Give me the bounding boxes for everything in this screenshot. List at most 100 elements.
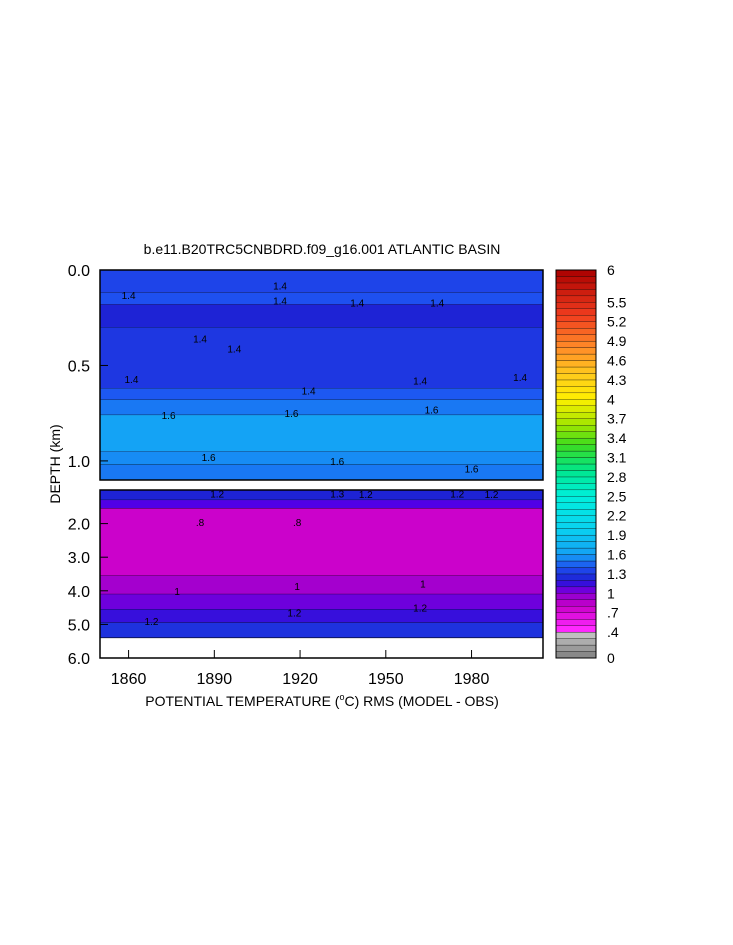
colorbar-tick-label: 3.1 xyxy=(607,450,627,466)
colorbar-tick-label: 1.9 xyxy=(607,527,627,543)
colorbar-cell xyxy=(555,567,597,575)
colorbar-cell xyxy=(555,340,597,348)
bottom-y-tick-label: 5.0 xyxy=(68,617,90,634)
colorbar-cell xyxy=(555,328,597,335)
top-layer-3 xyxy=(100,327,543,389)
bottom-panel-fill xyxy=(100,490,543,639)
x-axis-label-degree: o xyxy=(339,692,344,702)
colorbar-cell xyxy=(555,547,597,555)
colorbar-cell xyxy=(555,651,597,659)
colorbar-cell xyxy=(555,463,597,471)
bottom-y-axis: 2.0 3.0 4.0 5.0 6.0 xyxy=(68,517,108,668)
colorbar-cell xyxy=(555,534,597,542)
colorbar-cell xyxy=(555,418,597,426)
colorbar-tick-label: 2.8 xyxy=(607,469,627,485)
colorbar-tick-label: 4.3 xyxy=(607,372,627,388)
colorbar-tick-label: 4.9 xyxy=(607,333,627,349)
bottom-contour-label: 1.2 xyxy=(144,617,158,628)
colorbar-cell xyxy=(555,437,597,445)
bottom-y-tick-label: 2.0 xyxy=(68,517,90,534)
colorbar-tick-labels: 0 .4 .7 1 1.3 1.6 1.9 2.2 2.5 2.8 3.1 3.4 3.7 4 4.3 4.6… xyxy=(607,262,627,666)
bottom-layer-3 xyxy=(100,575,543,595)
bottom-contour-label: 1 xyxy=(420,579,426,590)
colorbar-cell xyxy=(555,373,597,381)
colorbar-cell xyxy=(555,379,597,387)
bottom-panel-frame xyxy=(99,489,544,659)
colorbar-cell xyxy=(555,502,597,510)
top-panel-contour-labels: 1.4 1.4 1.4 1.4 1.4 1.4 1.4 1.4 1.4 1.4 1.4 1.6 1.6 1… xyxy=(122,281,528,475)
colorbar-tick-label: 3.7 xyxy=(607,411,627,427)
bottom-y-tick-label: 3.0 xyxy=(68,550,90,567)
colorbar-cell xyxy=(555,425,597,432)
colorbar-cell xyxy=(555,483,597,491)
colorbar-cell xyxy=(555,515,597,523)
colorbar-cell xyxy=(555,399,597,406)
bottom-contour-label: 1 xyxy=(174,587,180,598)
top-contour-label: 1.4 xyxy=(122,291,136,302)
top-contour-label: 1.6 xyxy=(425,405,439,416)
bottom-contour-label: 1.2 xyxy=(359,490,373,501)
colorbar-cell xyxy=(555,347,597,355)
bottom-contour-label: .8 xyxy=(196,518,205,529)
colorbar-cell xyxy=(555,386,597,394)
top-contour-label: 1.4 xyxy=(124,375,138,386)
bottom-contour-label: 1.2 xyxy=(210,489,224,500)
colorbar-cell xyxy=(555,586,597,594)
top-layer-8 xyxy=(100,464,543,480)
colorbar-cell xyxy=(555,522,597,529)
colorbar-cell xyxy=(555,360,597,368)
top-layer-7 xyxy=(100,451,543,465)
bottom-contour-label: 1.2 xyxy=(287,609,301,620)
colorbar-cell xyxy=(555,573,597,581)
colorbar-cell xyxy=(555,612,597,620)
x-axis-label: POTENTIAL TEMPERATURE (oC) RMS (MODEL - … xyxy=(145,692,499,709)
colorbar-tick-label: 4.6 xyxy=(607,353,627,369)
colorbar-cell xyxy=(555,644,597,652)
top-layer-4 xyxy=(100,388,543,400)
colorbar-cell xyxy=(555,560,597,568)
top-contour-label: 1.6 xyxy=(202,453,216,464)
top-panel-fill xyxy=(100,270,543,481)
colorbar-cell xyxy=(555,353,597,361)
colorbar-tick-label: 0 xyxy=(607,650,615,666)
bottom-y-tick-label: 6.0 xyxy=(68,651,90,668)
colorbar-cell xyxy=(555,528,597,536)
colorbar-cell xyxy=(555,625,597,633)
colorbar-cell xyxy=(555,470,597,478)
top-contour-label: 1.6 xyxy=(162,411,176,422)
bottom-contour-label: 1.2 xyxy=(485,490,499,501)
top-contour-label: 1.4 xyxy=(273,281,287,292)
bottom-layer-6 xyxy=(100,622,543,638)
colorbar-cell xyxy=(555,366,597,374)
top-contour-label: 1.4 xyxy=(513,373,527,384)
colorbar-tick-label: 5.2 xyxy=(607,314,627,330)
chart-title: b.e11.B20TRC5CNBDRD.f09_g16.001 ATLANTIC… xyxy=(144,241,501,257)
colorbar-cell xyxy=(555,444,597,452)
top-contour-label: 1.4 xyxy=(350,298,364,309)
colorbar-cell xyxy=(555,541,597,549)
colorbar-cell xyxy=(555,638,597,646)
colorbar-tick-label: 6 xyxy=(607,262,615,278)
x-tick-label: 1920 xyxy=(282,671,318,688)
top-contour-label: 1.4 xyxy=(227,344,241,355)
colorbar-cell xyxy=(555,289,597,297)
bottom-panel-contour-labels: 1.2 1.3 1.2 1.2 1.2 .8 .8 1 1 1 1.2 1.2 1.2 xyxy=(144,489,498,628)
top-contour-label: 1.4 xyxy=(430,298,444,309)
bottom-contour-label: .8 xyxy=(293,518,302,529)
colorbar-tick-label: 1 xyxy=(607,585,615,601)
colorbar-cell xyxy=(555,606,597,613)
top-panel-frame xyxy=(99,269,544,481)
colorbar-cell xyxy=(555,412,597,419)
colorbar-cell xyxy=(555,631,597,639)
x-tick-label: 1950 xyxy=(368,671,404,688)
colorbar-tick-label: 2.2 xyxy=(607,508,627,524)
top-contour-label: 1.6 xyxy=(465,465,479,476)
colorbar-cell xyxy=(555,476,597,484)
x-axis-label-pre: POTENTIAL TEMPERATURE ( xyxy=(145,693,340,709)
colorbar-tick-label: .4 xyxy=(607,624,619,640)
top-layer-1 xyxy=(100,292,543,305)
bottom-layer-0 xyxy=(100,490,543,501)
colorbar-cell xyxy=(555,554,597,562)
x-axis: 1860 1890 1920 1950 1980 xyxy=(111,650,489,688)
